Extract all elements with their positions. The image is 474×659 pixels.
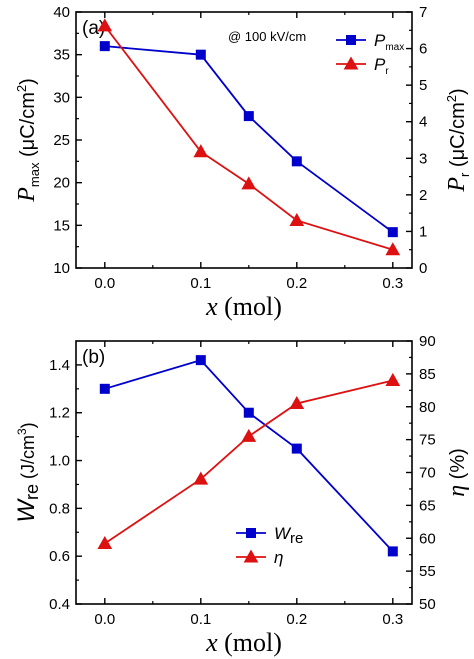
series-Pr — [97, 18, 401, 256]
y-right-tick-label: 2 — [419, 187, 427, 204]
legend-label: η — [274, 548, 283, 567]
legend-marker — [343, 56, 359, 70]
chart-panel-b: 0.0 0.1 0.2 0.3 0.4 0.6 0.8 1.0 1.2 1.4 50 55 60 65 70… — [13, 333, 470, 657]
legend-marker — [243, 549, 259, 563]
series-Wre — [99, 355, 398, 557]
series-Pmax — [99, 41, 398, 238]
series-line — [104, 359, 394, 553]
data-point — [243, 111, 254, 122]
y-right-tick-label: 85 — [419, 366, 436, 383]
x-tick-label: 0.3 — [382, 611, 403, 628]
x-tick-label: 0.2 — [286, 275, 307, 292]
x-axis-label: x (mol) — [205, 292, 282, 321]
y-right-tick-label: 60 — [419, 530, 436, 547]
legend-entry: η — [236, 548, 283, 567]
y-right-axis-label: Pr (μC/cm2) — [444, 88, 472, 192]
y-left-tick-label: 1.2 — [49, 405, 70, 422]
x-axis-label: x (mol) — [205, 628, 282, 657]
plot-frame — [75, 11, 413, 269]
y-left-tick-label: 0.8 — [49, 500, 70, 517]
y-right-tick-label: 0 — [419, 260, 427, 277]
y-right-tick-label: 90 — [419, 333, 436, 350]
y-right-tick-label: 55 — [419, 563, 436, 580]
x-tick-label: 0.1 — [190, 275, 211, 292]
data-point — [195, 49, 206, 60]
data-point — [289, 395, 305, 409]
y-left-tick-label: 1.4 — [49, 357, 70, 374]
plot-frame — [75, 340, 413, 605]
y-left-axis-label: Pmax (μC/cm2) — [14, 78, 42, 203]
data-point — [97, 535, 113, 550]
y-left-tick-label: 15 — [53, 217, 70, 234]
legend-label: Wre — [274, 524, 303, 547]
legend-entry: Pr — [336, 55, 389, 77]
data-point — [387, 546, 398, 557]
data-point — [291, 156, 302, 167]
y-left-tick-label: 35 — [53, 47, 70, 64]
series-η — [97, 372, 401, 550]
data-point — [193, 471, 209, 485]
y-right-tick-label: 65 — [419, 497, 436, 514]
y-right-tick-label: 50 — [419, 596, 436, 613]
y-right-axis-label: η (%) — [444, 448, 470, 497]
data-point — [241, 176, 257, 190]
y-left-tick-label: 40 — [53, 4, 70, 21]
data-point — [387, 227, 398, 238]
y-left-axis-label: Wre (J/cm3) — [13, 422, 42, 522]
y-left-tick-label: 10 — [53, 260, 70, 277]
y-right-tick-label: 3 — [419, 150, 427, 167]
y-left-tick-label: 1.0 — [49, 453, 70, 470]
y-left-tick-label: 0.4 — [49, 596, 70, 613]
legend-marker — [246, 528, 256, 538]
y-left-tick-label: 25 — [53, 132, 70, 149]
data-point — [385, 242, 401, 256]
y-left-tick-label: 30 — [53, 89, 70, 106]
x-tick-label: 0.2 — [286, 611, 307, 628]
data-point — [241, 428, 257, 442]
data-point — [193, 144, 209, 158]
y-left-tick-label: 0.6 — [49, 548, 70, 565]
data-point — [289, 212, 305, 226]
y-right-tick-label: 7 — [419, 4, 427, 21]
y-left-tick-label: 20 — [53, 175, 70, 192]
data-point — [385, 372, 401, 386]
legend-label: Pmax — [374, 31, 404, 53]
y-right-tick-label: 5 — [419, 77, 427, 94]
data-point — [99, 383, 110, 394]
y-right-tick-label: 70 — [419, 465, 436, 482]
y-right-tick-label: 6 — [419, 41, 427, 58]
y-right-tick-label: 80 — [419, 399, 436, 416]
y-right-tick-label: 1 — [419, 223, 427, 240]
data-point — [243, 407, 254, 418]
y-right-tick-label: 4 — [419, 114, 427, 131]
series-line — [104, 379, 394, 545]
x-tick-label: 0.0 — [94, 275, 115, 292]
data-point — [195, 355, 206, 366]
legend-entry: Pmax — [336, 31, 404, 53]
panel-label: (b) — [82, 347, 105, 368]
x-tick-label: 0.1 — [190, 611, 211, 628]
series-line — [104, 45, 394, 233]
legend-label: Pr — [374, 55, 389, 77]
y-right-tick-label: 75 — [419, 432, 436, 449]
annotation-text: @ 100 kV/cm — [228, 29, 306, 44]
chart-panel-a: 0.0 0.1 0.2 0.3 10 15 20 25 30 35 40 0 1 2 3 4 5 6 7 (a) @ 1… — [14, 4, 472, 321]
data-point — [97, 18, 113, 32]
panel-label: (a) — [82, 18, 105, 39]
x-tick-label: 0.0 — [94, 611, 115, 628]
legend-marker — [346, 35, 356, 45]
x-tick-label: 0.3 — [382, 275, 403, 292]
legend-entry: Wre — [236, 524, 303, 547]
data-point — [291, 443, 302, 454]
data-point — [99, 41, 110, 52]
